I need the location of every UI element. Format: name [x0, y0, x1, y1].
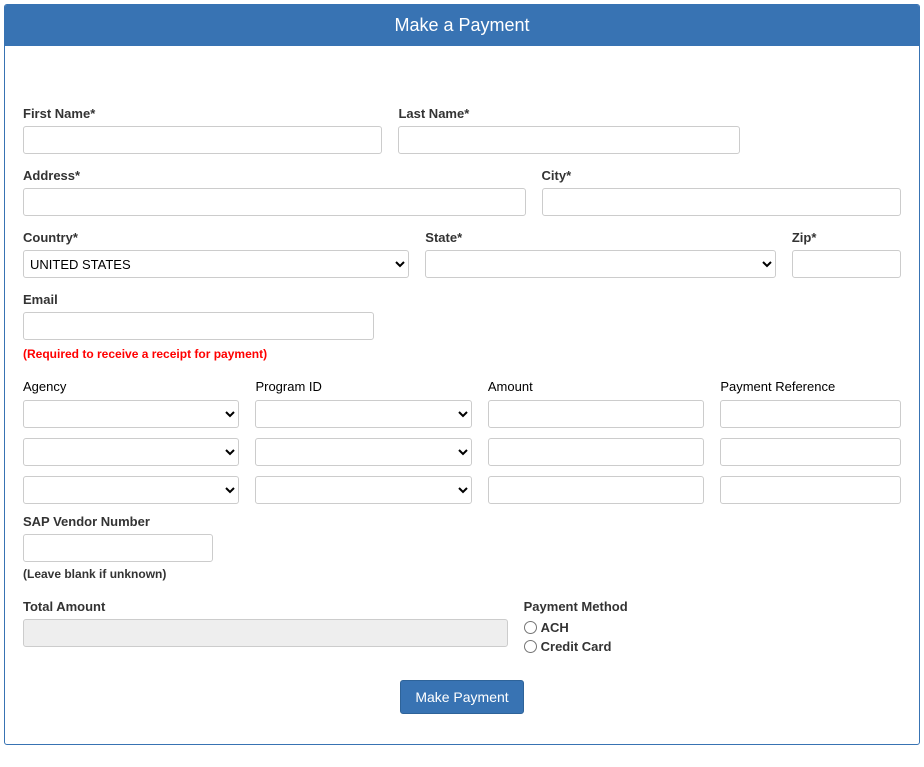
payment-reference-input[interactable] [720, 400, 901, 428]
last-name-label: Last Name* [398, 106, 740, 121]
agency-select[interactable] [23, 438, 239, 466]
payment-row [15, 476, 909, 504]
payment-row [15, 400, 909, 428]
sap-vendor-label: SAP Vendor Number [23, 514, 213, 529]
panel-body: First Name* Last Name* Address* City* Co… [5, 46, 919, 744]
state-select[interactable] [425, 250, 776, 278]
amount-input[interactable] [488, 476, 704, 504]
sap-vendor-help: (Leave blank if unknown) [23, 567, 901, 581]
email-label: Email [23, 292, 374, 307]
payment-row [15, 438, 909, 466]
program-id-header: Program ID [255, 379, 471, 394]
ach-radio[interactable] [524, 621, 537, 634]
state-label: State* [425, 230, 776, 245]
total-amount-input [23, 619, 508, 647]
payment-method-label: Payment Method [524, 599, 901, 614]
zip-label: Zip* [792, 230, 901, 245]
agency-select[interactable] [23, 400, 239, 428]
program-id-select[interactable] [255, 438, 471, 466]
address-input[interactable] [23, 188, 526, 216]
email-input[interactable] [23, 312, 374, 340]
first-name-label: First Name* [23, 106, 382, 121]
city-input[interactable] [542, 188, 901, 216]
program-id-select[interactable] [255, 476, 471, 504]
agency-header: Agency [23, 379, 239, 394]
payment-reference-header: Payment Reference [720, 379, 901, 394]
amount-header: Amount [488, 379, 704, 394]
address-label: Address* [23, 168, 526, 183]
agency-select[interactable] [23, 476, 239, 504]
country-label: Country* [23, 230, 409, 245]
amount-input[interactable] [488, 438, 704, 466]
payment-reference-input[interactable] [720, 438, 901, 466]
ach-radio-label: ACH [541, 620, 569, 635]
amount-input[interactable] [488, 400, 704, 428]
city-label: City* [542, 168, 901, 183]
program-id-select[interactable] [255, 400, 471, 428]
credit-card-radio-label: Credit Card [541, 639, 612, 654]
country-select[interactable]: UNITED STATES [23, 250, 409, 278]
make-payment-button[interactable]: Make Payment [400, 680, 523, 714]
credit-card-radio[interactable] [524, 640, 537, 653]
panel-title: Make a Payment [5, 5, 919, 46]
payment-panel: Make a Payment First Name* Last Name* Ad… [4, 4, 920, 745]
email-help-text: (Required to receive a receipt for payme… [23, 347, 901, 361]
first-name-input[interactable] [23, 126, 382, 154]
zip-input[interactable] [792, 250, 901, 278]
sap-vendor-input[interactable] [23, 534, 213, 562]
total-amount-label: Total Amount [23, 599, 508, 614]
payment-reference-input[interactable] [720, 476, 901, 504]
last-name-input[interactable] [398, 126, 740, 154]
